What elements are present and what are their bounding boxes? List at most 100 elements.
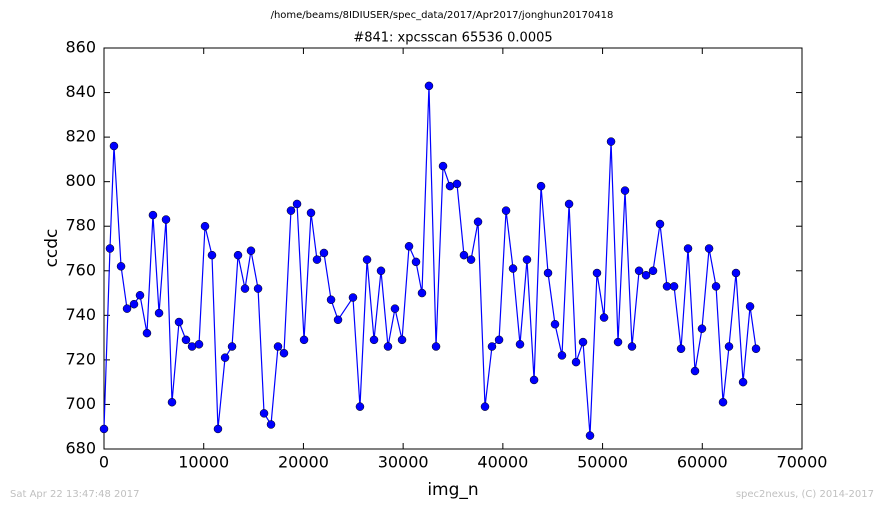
chart-suptitle: /home/beams/8IDIUSER/spec_data/2017/Apr2…: [271, 10, 614, 21]
data-point: [529, 375, 539, 385]
y-tick-label: 820: [65, 127, 96, 146]
data-point: [355, 402, 365, 411]
data-point: [233, 250, 243, 260]
data-point: [200, 221, 210, 231]
data-point: [207, 250, 217, 260]
data-point: [174, 317, 184, 327]
data-point: [724, 342, 734, 351]
footer-date: Sat Apr 22 13:47:48 2017: [10, 489, 140, 500]
data-point: [326, 295, 336, 304]
data-point: [333, 315, 343, 325]
data-point: [154, 308, 164, 318]
data-point: [564, 199, 574, 209]
data-point: [466, 255, 476, 264]
data-point: [135, 291, 145, 300]
x-tick-label: 0: [99, 453, 109, 472]
x-tick-label: 20000: [278, 453, 329, 472]
data-point: [194, 340, 204, 349]
data-point: [571, 357, 581, 367]
data-point: [148, 210, 158, 220]
data-point: [312, 255, 322, 264]
data-point: [286, 206, 296, 215]
data-point: [253, 284, 263, 293]
y-tick-label: 680: [65, 439, 96, 458]
data-point: [213, 424, 223, 434]
y-axis-label: ccdc: [42, 229, 62, 268]
data-point: [319, 248, 329, 258]
data-point: [473, 217, 483, 227]
data-point: [613, 337, 623, 347]
data-point: [246, 246, 256, 255]
data-point: [751, 344, 761, 353]
data-point: [683, 244, 693, 253]
data-point: [109, 141, 119, 151]
data-point: [711, 282, 721, 291]
data-point: [585, 431, 595, 440]
data-point: [376, 266, 386, 276]
data-point: [550, 319, 560, 329]
data-point: [424, 81, 434, 91]
y-tick-label: 740: [65, 305, 96, 324]
data-point: [299, 335, 309, 345]
data-point: [417, 288, 427, 298]
data-point: [279, 348, 289, 358]
x-tick-label: 60000: [677, 453, 728, 472]
data-point: [122, 304, 132, 313]
data-point: [306, 208, 316, 218]
data-point: [669, 282, 679, 291]
data-point: [167, 397, 177, 407]
x-tick-label: 70000: [777, 453, 828, 472]
data-point: [634, 266, 644, 276]
y-tick-label: 840: [65, 82, 96, 101]
data-point: [690, 366, 700, 376]
x-axis-label: img_n: [427, 480, 478, 500]
y-tick-label: 800: [65, 171, 96, 190]
data-point: [240, 284, 250, 293]
data-point: [273, 342, 283, 351]
data-point: [390, 304, 400, 313]
data-point: [522, 255, 532, 264]
data-point: [599, 313, 609, 322]
data-point: [438, 161, 448, 171]
data-point: [648, 266, 658, 276]
x-tick-label: 40000: [477, 453, 528, 472]
data-point: [411, 257, 421, 267]
data-point: [676, 344, 686, 353]
data-point: [161, 215, 171, 224]
data-line: [103, 85, 757, 436]
data-point: [620, 186, 630, 195]
data-point: [348, 293, 358, 302]
data-point: [116, 262, 126, 271]
data-point: [592, 268, 602, 278]
data-point: [105, 244, 115, 253]
data-point: [738, 377, 748, 387]
data-point: [731, 268, 741, 278]
x-tick-label: 30000: [378, 453, 429, 472]
data-point: [142, 328, 152, 338]
data-point: [578, 337, 588, 347]
data-point: [501, 206, 511, 215]
data-point: [362, 255, 372, 264]
plot-frame: [103, 47, 803, 450]
y-tick-label: 700: [65, 394, 96, 413]
data-point: [606, 137, 616, 146]
data-point: [266, 420, 276, 429]
data-point: [641, 270, 651, 280]
data-point: [494, 335, 504, 345]
data-point: [129, 299, 139, 309]
data-point: [181, 335, 191, 345]
data-point: [662, 282, 672, 291]
data-point: [536, 181, 546, 191]
data-point: [404, 242, 414, 251]
data-point: [292, 199, 302, 209]
data-point: [459, 250, 469, 260]
x-tick-label: 10000: [178, 453, 229, 472]
data-point: [745, 302, 755, 311]
data-point: [259, 409, 269, 418]
data-point: [557, 351, 567, 360]
data-point: [227, 342, 237, 351]
footer-credit: spec2nexus, (C) 2014-2017: [736, 489, 874, 500]
chart-title: #841: xpcsscan 65536 0.0005: [353, 31, 552, 46]
data-point: [383, 342, 393, 351]
